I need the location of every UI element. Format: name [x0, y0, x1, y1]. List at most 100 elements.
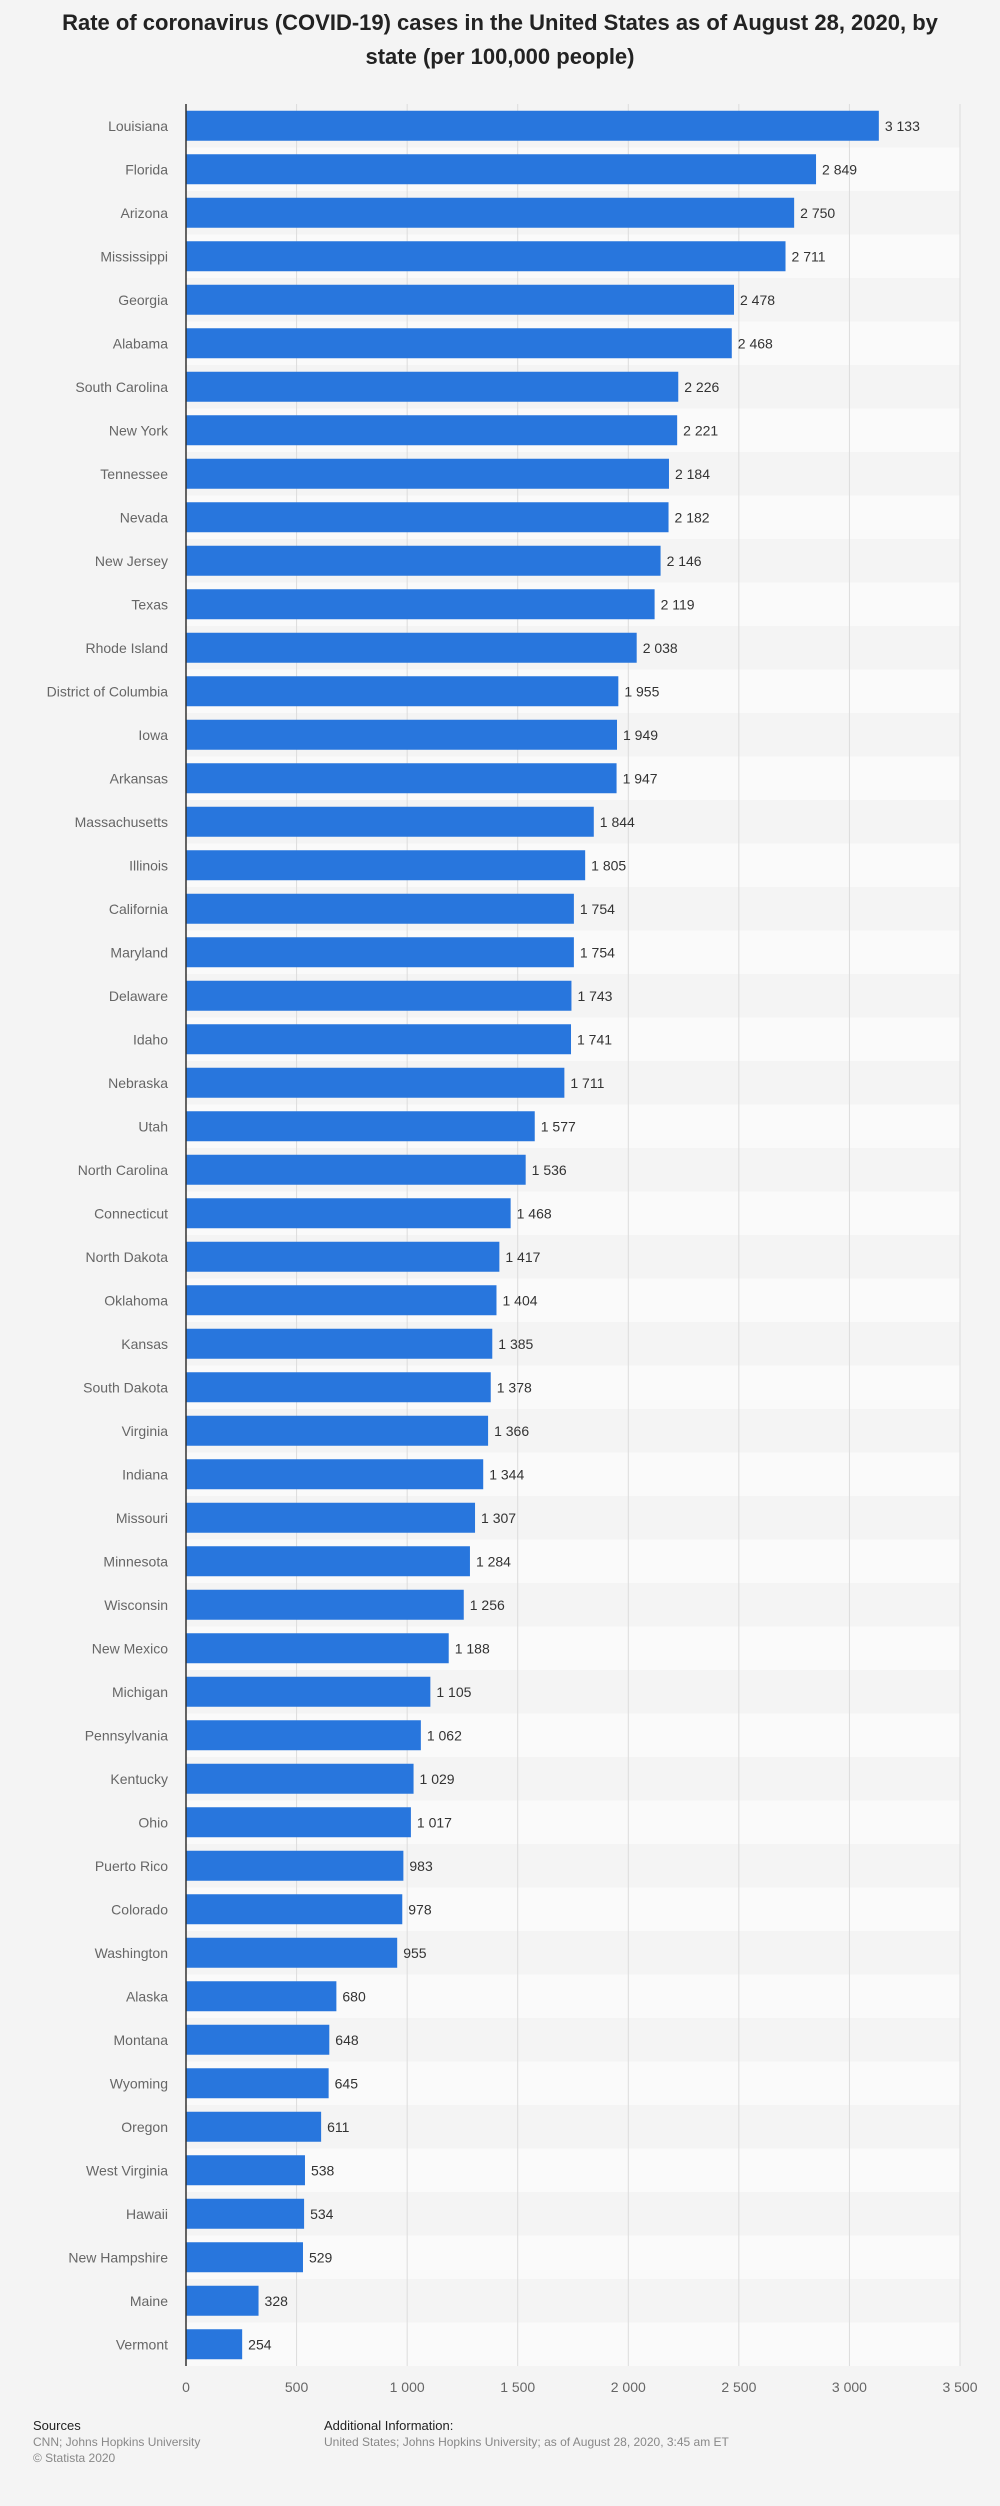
data-label: 2 184 [675, 466, 710, 482]
category-label: Florida [125, 161, 168, 177]
category-label: Virginia [122, 1423, 169, 1439]
data-label: 2 182 [675, 509, 710, 525]
x-tick-label: 2 000 [611, 2379, 646, 2395]
data-label: 529 [309, 2249, 333, 2265]
category-label: Maine [130, 2293, 168, 2309]
bar [186, 719, 618, 750]
bar [186, 415, 678, 446]
category-label: Missouri [116, 1510, 168, 1526]
category-label: Rhode Island [85, 640, 168, 656]
bar [186, 545, 661, 576]
bar [186, 371, 679, 402]
category-label: Pennsylvania [85, 1727, 168, 1743]
category-label: Alaska [126, 1988, 168, 2004]
category-label: Wyoming [110, 2075, 168, 2091]
category-label: Puerto Rico [95, 1858, 168, 1874]
data-label: 611 [327, 2119, 350, 2135]
category-label: District of Columbia [47, 683, 169, 699]
category-label: Wisconsin [104, 1597, 168, 1613]
row-stripe [186, 2235, 960, 2279]
bar [186, 284, 734, 315]
bar [186, 154, 817, 185]
category-label: Tennessee [100, 466, 168, 482]
bar [186, 1198, 511, 1229]
bar [186, 328, 732, 359]
category-label: North Carolina [78, 1162, 168, 1178]
data-label: 1 947 [623, 770, 658, 786]
bar [186, 2111, 322, 2142]
category-label: Maryland [110, 944, 168, 960]
data-label: 1 417 [505, 1249, 540, 1265]
bar [186, 1241, 500, 1272]
bar [186, 1894, 403, 1925]
data-label: 1 062 [427, 1727, 462, 1743]
copyright-text: © Statista 2020 [33, 2451, 116, 2465]
data-label: 1 378 [497, 1379, 532, 1395]
data-label: 2 849 [822, 161, 857, 177]
data-label: 648 [335, 2032, 359, 2048]
data-label: 2 146 [667, 553, 702, 569]
bar [186, 1502, 476, 1533]
bar [186, 241, 786, 272]
category-label: Texas [131, 596, 168, 612]
bar [186, 806, 594, 837]
data-label: 1 536 [532, 1162, 567, 1178]
data-label: 1 256 [470, 1597, 505, 1613]
x-tick-label: 3 500 [942, 2379, 977, 2395]
bar [186, 1372, 491, 1403]
bar [186, 2068, 329, 2099]
data-label: 1 344 [489, 1466, 524, 1482]
x-tick-label: 1 500 [500, 2379, 535, 2395]
data-label: 1 366 [494, 1423, 529, 1439]
bar [186, 589, 655, 620]
category-label: New Hampshire [68, 2249, 168, 2265]
bar [186, 1720, 421, 1751]
data-label: 1 284 [476, 1553, 511, 1569]
data-label: 328 [265, 2293, 289, 2309]
chart-title: Rate of coronavirus (COVID-19) cases in … [62, 10, 938, 69]
category-label: Arizona [121, 205, 169, 221]
data-label: 2 478 [740, 292, 775, 308]
row-stripe [186, 2148, 960, 2192]
bar [186, 197, 795, 228]
category-label: Ohio [138, 1814, 168, 1830]
data-label: 1 307 [481, 1510, 516, 1526]
data-label: 983 [409, 1858, 433, 1874]
category-label: Mississippi [100, 248, 168, 264]
data-label: 2 119 [661, 596, 695, 612]
data-label: 1 404 [502, 1292, 537, 1308]
bar [186, 893, 574, 924]
bar [186, 502, 669, 533]
bar [186, 2024, 330, 2055]
data-label: 2 221 [683, 422, 718, 438]
category-label: Delaware [109, 988, 168, 1004]
data-label: 1 385 [498, 1336, 533, 1352]
bar [186, 2155, 305, 2186]
bar [186, 676, 619, 707]
data-label: 680 [342, 1988, 366, 2004]
x-tick-label: 0 [182, 2379, 190, 2395]
data-label: 2 711 [792, 248, 826, 264]
bar [186, 632, 637, 663]
data-label: 1 017 [417, 1814, 452, 1830]
category-label: Vermont [116, 2336, 168, 2352]
bar [186, 2285, 259, 2316]
data-label: 3 133 [885, 118, 920, 134]
category-label: Utah [138, 1118, 168, 1134]
category-label: Iowa [138, 727, 168, 743]
category-label: Georgia [118, 292, 168, 308]
category-label: Colorado [111, 1901, 168, 1917]
sources-heading: Sources [33, 2418, 81, 2433]
data-label: 2 750 [800, 205, 835, 221]
bar [186, 1807, 411, 1838]
bar [186, 1067, 565, 1098]
category-label: New Jersey [95, 553, 168, 569]
category-label: Connecticut [94, 1205, 168, 1221]
category-label: Kentucky [110, 1771, 168, 1787]
data-label: 1 754 [580, 901, 615, 917]
bar-chart: Louisiana 3 133 Florida 2 849 Arizona 2 750 Mi… [47, 104, 978, 2395]
data-label: 1 711 [570, 1075, 604, 1091]
data-label: 538 [311, 2162, 335, 2178]
category-label: Kansas [121, 1336, 168, 1352]
bar [186, 2329, 243, 2360]
